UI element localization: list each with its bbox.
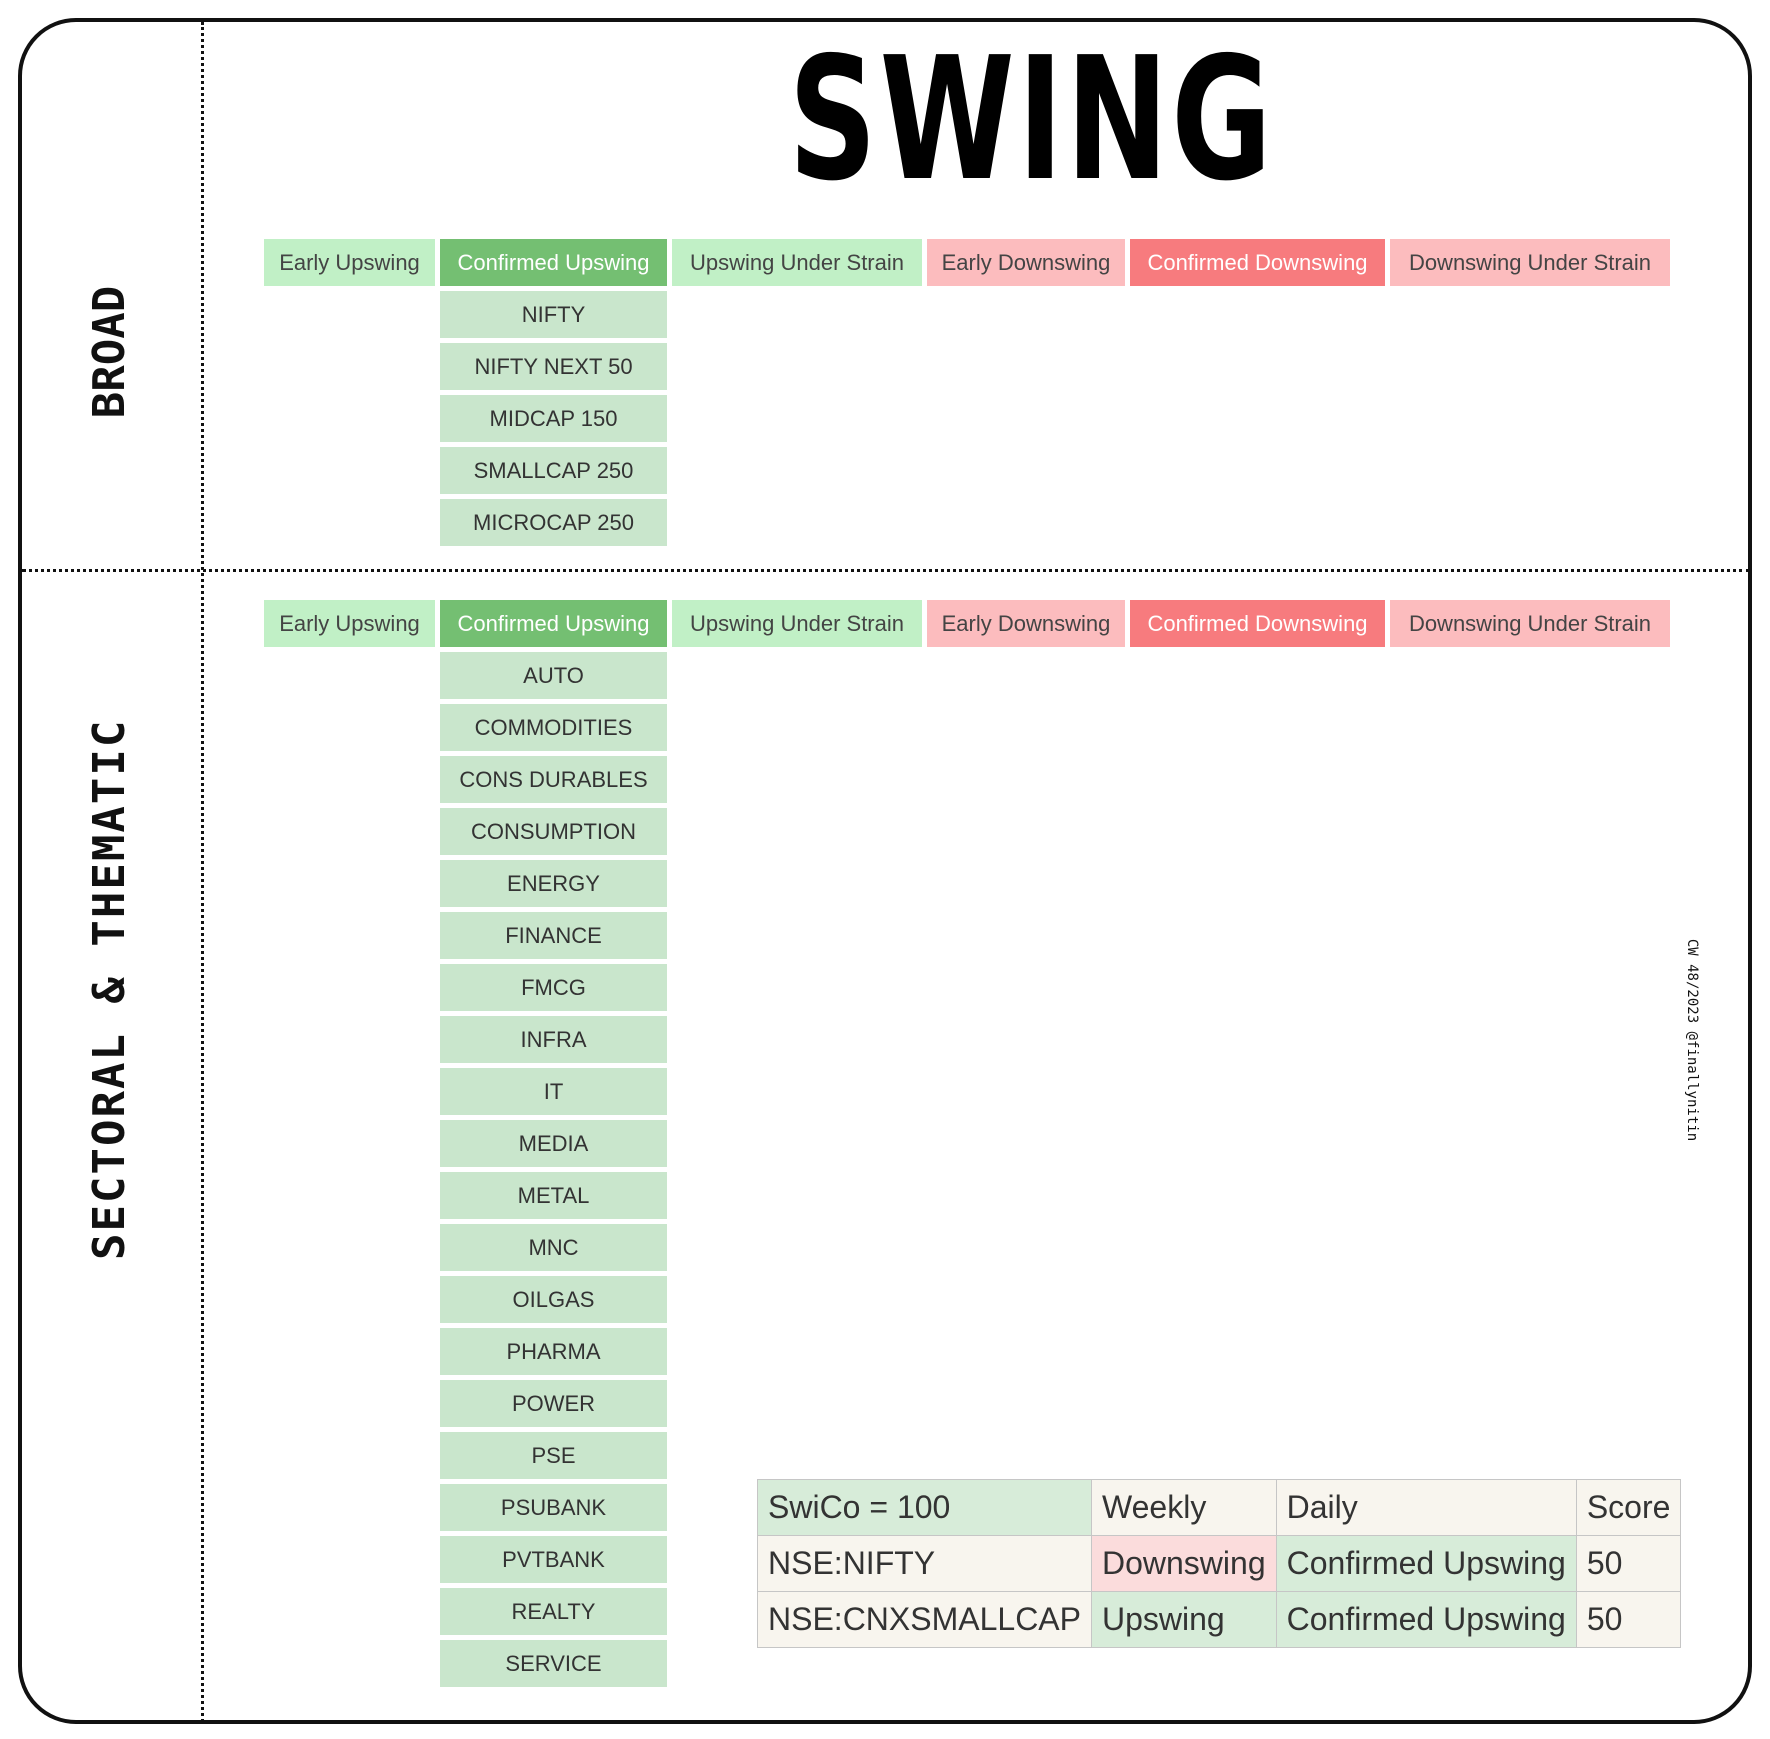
swico-cell-weekly: Upswing xyxy=(1090,1591,1277,1648)
broad-header-upswing-under-strain: Upswing Under Strain xyxy=(672,239,922,286)
swico-header-cell: Daily xyxy=(1275,1479,1577,1536)
sectoral-header-early-upswing: Early Upswing xyxy=(264,600,435,647)
swico-cell-weekly: Downswing xyxy=(1090,1535,1277,1592)
sectoral-item: AUTO xyxy=(440,652,667,699)
broad-item: NIFTY xyxy=(440,291,667,338)
swico-table: SwiCo = 100 Weekly Daily Score NSE:NIFTY… xyxy=(757,1479,1682,1648)
swico-cell-score: 50 xyxy=(1575,1535,1682,1592)
broad-header-confirmed-upswing: Confirmed Upswing xyxy=(440,239,667,286)
sectoral-item: COMMODITIES xyxy=(440,704,667,751)
swico-header-row: SwiCo = 100 Weekly Daily Score xyxy=(757,1479,1682,1536)
sectoral-header-upswing-under-strain: Upswing Under Strain xyxy=(672,600,922,647)
sectoral-item: PHARMA xyxy=(440,1328,667,1375)
section-label-broad: BROAD xyxy=(84,285,135,419)
broad-item: MICROCAP 250 xyxy=(440,499,667,546)
swico-cell-symbol: NSE:NIFTY xyxy=(757,1535,1092,1592)
sectoral-item: CONSUMPTION xyxy=(440,808,667,855)
sectoral-item: INFRA xyxy=(440,1016,667,1063)
swico-cell-daily: Confirmed Upswing xyxy=(1275,1535,1577,1592)
sectoral-item: MEDIA xyxy=(440,1120,667,1167)
sectoral-item: CONS DURABLES xyxy=(440,756,667,803)
swico-cell-daily: Confirmed Upswing xyxy=(1275,1591,1577,1648)
broad-header-early-downswing: Early Downswing xyxy=(927,239,1125,286)
swico-cell-symbol: NSE:CNXSMALLCAP xyxy=(757,1591,1092,1648)
horizontal-divider xyxy=(22,569,1750,572)
sectoral-item: PVTBANK xyxy=(440,1536,667,1583)
sectoral-item: PSE xyxy=(440,1432,667,1479)
page-title: SWING xyxy=(788,21,1275,219)
sectoral-item: ENERGY xyxy=(440,860,667,907)
broad-header-early-upswing: Early Upswing xyxy=(264,239,435,286)
sectoral-header-confirmed-downswing: Confirmed Downswing xyxy=(1130,600,1385,647)
sectoral-header-confirmed-upswing: Confirmed Upswing xyxy=(440,600,667,647)
swico-header-cell: Weekly xyxy=(1090,1479,1277,1536)
broad-item: SMALLCAP 250 xyxy=(440,447,667,494)
sectoral-item: REALTY xyxy=(440,1588,667,1635)
swico-cell-score: 50 xyxy=(1575,1591,1682,1648)
sectoral-item: OILGAS xyxy=(440,1276,667,1323)
sectoral-item: FINANCE xyxy=(440,912,667,959)
swico-row: NSE:NIFTY Downswing Confirmed Upswing 50 xyxy=(757,1535,1682,1592)
sectoral-item: METAL xyxy=(440,1172,667,1219)
sectoral-item: FMCG xyxy=(440,964,667,1011)
swico-row: NSE:CNXSMALLCAP Upswing Confirmed Upswin… xyxy=(757,1591,1682,1648)
vertical-divider xyxy=(201,22,204,1722)
sectoral-header-downswing-under-strain: Downswing Under Strain xyxy=(1390,600,1670,647)
sectoral-item: PSUBANK xyxy=(440,1484,667,1531)
outer-frame xyxy=(18,18,1752,1724)
sectoral-item: IT xyxy=(440,1068,667,1115)
section-label-sectoral: SECTORAL & THEMATIC xyxy=(84,718,135,1260)
sectoral-item: SERVICE xyxy=(440,1640,667,1687)
swico-header-cell: SwiCo = 100 xyxy=(757,1479,1092,1536)
broad-header-confirmed-downswing: Confirmed Downswing xyxy=(1130,239,1385,286)
broad-item: MIDCAP 150 xyxy=(440,395,667,442)
broad-item: NIFTY NEXT 50 xyxy=(440,343,667,390)
broad-header-downswing-under-strain: Downswing Under Strain xyxy=(1390,239,1670,286)
sectoral-header-early-downswing: Early Downswing xyxy=(927,600,1125,647)
sectoral-item: MNC xyxy=(440,1224,667,1271)
watermark: CW 48/2023 @finallynitin xyxy=(1684,938,1700,1142)
sectoral-item: POWER xyxy=(440,1380,667,1427)
swico-header-cell: Score xyxy=(1575,1479,1682,1536)
